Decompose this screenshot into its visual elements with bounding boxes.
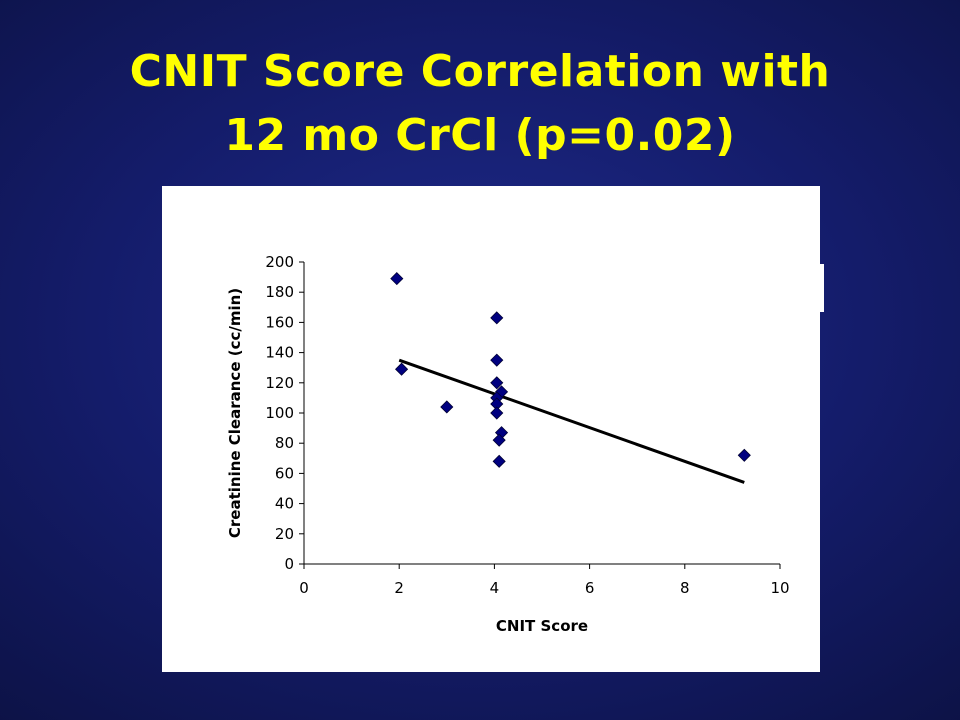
x-tick-label: 6 <box>585 579 595 597</box>
chart-ticks: 0 20 40 60 80 100 120 140 160 180 200 0 2 4 6 8 10 <box>265 253 789 597</box>
y-tick-label: 40 <box>275 495 294 513</box>
y-tick-label: 100 <box>265 404 294 422</box>
y-tick-label: 60 <box>275 464 294 482</box>
slide-title: CNIT Score Correlation with 12 mo CrCl (… <box>0 40 960 168</box>
scatter-chart: 0 20 40 60 80 100 120 140 160 180 200 0 2 4 6 8 10 CNIT … <box>226 253 790 635</box>
trendline <box>398 358 745 484</box>
chart-axes <box>303 262 780 565</box>
chart-panel <box>162 186 820 672</box>
data-point <box>492 454 506 468</box>
x-tick-label: 10 <box>770 579 789 597</box>
x-tick-label: 8 <box>680 579 690 597</box>
y-tick-label: 20 <box>275 525 294 543</box>
y-tick-label: 160 <box>265 313 294 331</box>
data-point <box>490 353 504 367</box>
data-point <box>492 433 506 447</box>
x-tick-label: 0 <box>299 579 309 597</box>
data-point <box>390 272 404 286</box>
x-tick-label: 2 <box>394 579 404 597</box>
x-axis-title: CNIT Score <box>496 617 588 635</box>
y-axis-title: Creatinine Clearance (cc/min) <box>226 288 244 538</box>
y-tick-label: 80 <box>275 434 294 452</box>
x-tick-label: 4 <box>490 579 500 597</box>
data-point <box>395 362 409 376</box>
y-tick-label: 0 <box>284 555 294 573</box>
slide-title-line-2: 12 mo CrCl (p=0.02) <box>224 110 736 161</box>
y-tick-label: 200 <box>265 253 294 271</box>
chart-points <box>390 272 751 468</box>
slide-title-line-1: CNIT Score Correlation with <box>129 46 831 97</box>
y-tick-label: 140 <box>265 344 294 362</box>
data-point <box>490 311 504 325</box>
y-tick-label: 120 <box>265 374 294 392</box>
data-point <box>490 376 504 390</box>
y-tick-label: 180 <box>265 283 294 301</box>
data-point <box>440 400 454 414</box>
chart-panel-notch <box>818 264 824 312</box>
data-point <box>737 448 751 462</box>
data-point <box>490 406 504 420</box>
